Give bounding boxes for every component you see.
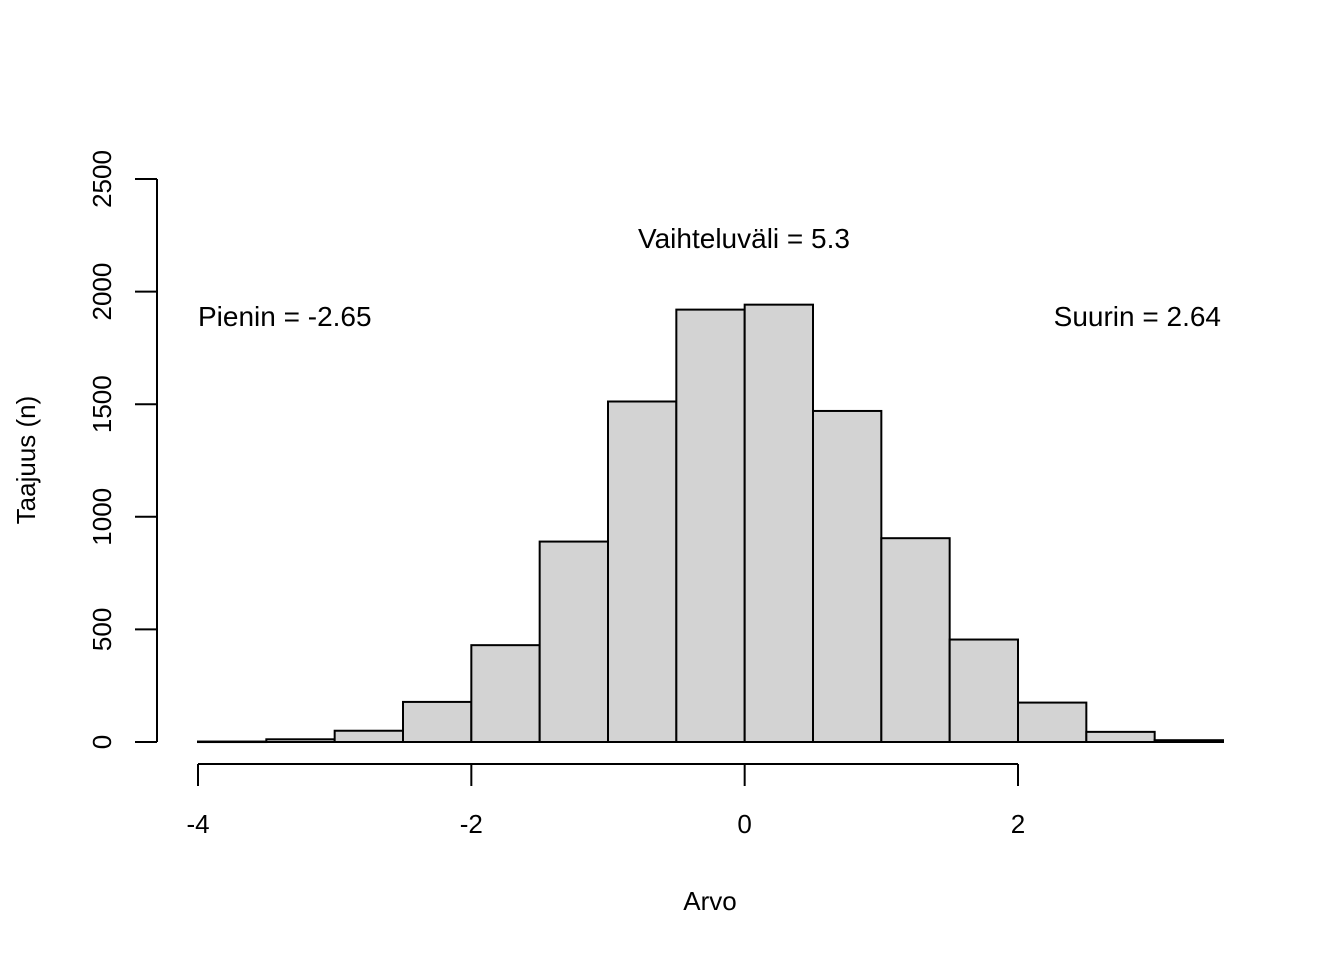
histogram-bar (402, 700, 473, 744)
y-axis-title: Taajuus (n) (11, 396, 41, 525)
y-tick-label: 2000 (87, 263, 117, 321)
histogram-bar (1017, 701, 1088, 744)
range-annotation: Vaihteluväli = 5.3 (638, 223, 850, 254)
histogram-bar (675, 308, 746, 743)
histogram-bar (880, 537, 951, 743)
x-axis-title: Arvo (683, 886, 736, 916)
x-axis: -4 -2 0 2 (186, 763, 1025, 839)
histogram-bar (607, 400, 678, 743)
x-tick-label: -4 (186, 809, 209, 839)
histogram-bar (1153, 739, 1224, 744)
histogram-bar (333, 729, 404, 743)
y-tick-label: 500 (87, 608, 117, 651)
min-annotation: Pienin = -2.65 (198, 301, 372, 332)
y-tick-label: 0 (87, 735, 117, 749)
histogram-bar (812, 409, 883, 743)
x-tick-label: 2 (1011, 809, 1025, 839)
y-axis: 0 500 1000 1500 2000 2500 (87, 150, 158, 749)
histogram-bar (197, 740, 268, 744)
y-axis-ticks: 0 500 1000 1500 2000 2500 (87, 150, 157, 749)
x-axis-ticks: -4 -2 0 2 (186, 764, 1025, 839)
histogram-bar (265, 738, 336, 744)
histogram-bar (948, 638, 1020, 743)
x-tick-label: 0 (737, 809, 751, 839)
histogram-bars (197, 303, 1224, 744)
histogram-bar (470, 644, 541, 743)
y-tick-label: 2500 (87, 150, 117, 208)
y-tick-label: 1500 (87, 375, 117, 433)
histogram-bar (743, 303, 815, 743)
histogram-bar (538, 540, 610, 744)
max-annotation: Suurin = 2.64 (1054, 301, 1221, 332)
histogram-bar (1085, 730, 1156, 744)
y-tick-label: 1000 (87, 488, 117, 546)
x-tick-label: -2 (460, 809, 483, 839)
